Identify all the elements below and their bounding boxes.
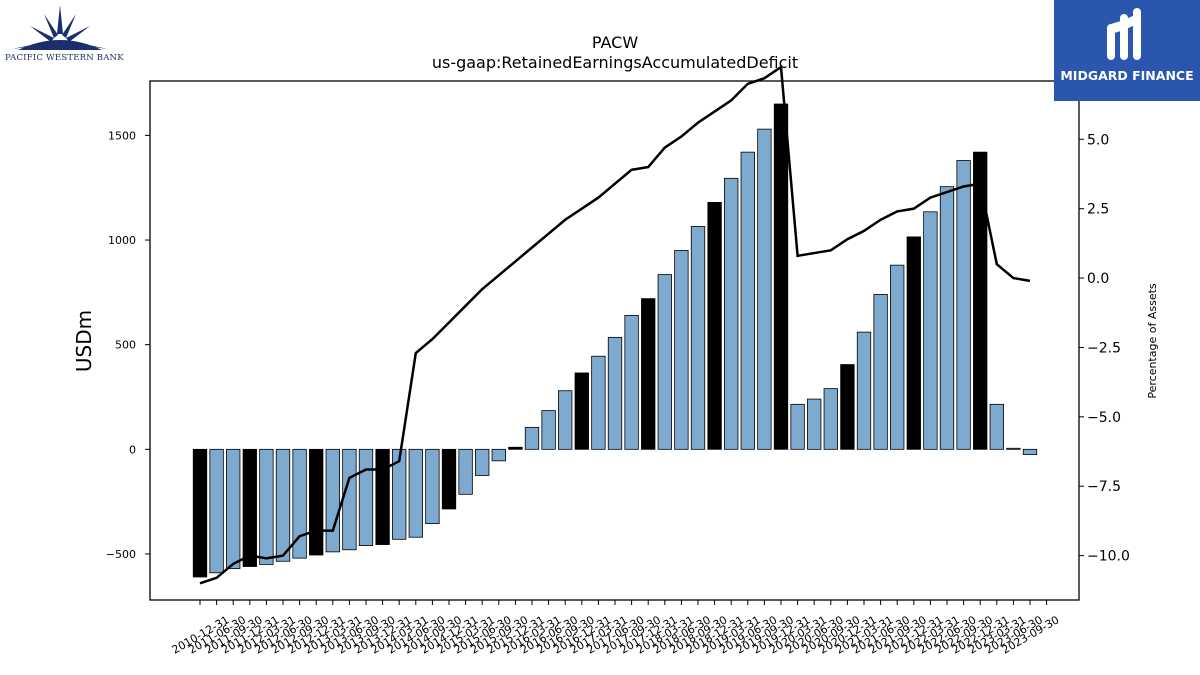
bar bbox=[275, 448, 291, 562]
bar bbox=[773, 103, 789, 450]
y2-tick-label: −10.0 bbox=[1087, 549, 1130, 565]
bar bbox=[226, 448, 241, 570]
bar-group bbox=[192, 103, 1038, 578]
bar bbox=[1006, 447, 1021, 450]
bar bbox=[757, 128, 772, 450]
bar bbox=[674, 250, 689, 450]
brand-name-text: MIDGARD FINANCE bbox=[1060, 68, 1194, 83]
bar bbox=[541, 410, 556, 450]
bar bbox=[973, 151, 988, 450]
bar bbox=[591, 355, 606, 450]
bar bbox=[923, 211, 938, 450]
bar bbox=[524, 426, 540, 450]
bar bbox=[491, 448, 506, 462]
y2-tick-label: 5.0 bbox=[1087, 132, 1109, 148]
bar bbox=[508, 446, 523, 450]
y2-axis: −10.0 −7.5 −5.0 −2.5 0.0 2.5 5.0 bbox=[1079, 132, 1130, 565]
percentage-line-group bbox=[199, 64, 1031, 585]
y-tick-label: 1000 bbox=[108, 234, 136, 247]
bar bbox=[641, 298, 656, 450]
bar bbox=[558, 390, 573, 450]
bar bbox=[807, 398, 822, 450]
bar bbox=[574, 372, 589, 450]
y-tick-label: −500 bbox=[106, 548, 136, 561]
percentage-line bbox=[199, 64, 1031, 585]
pacific-western-bank-logo: PACIFIC WESTERN BANK bbox=[0, 0, 125, 70]
bar bbox=[690, 226, 706, 450]
y-axis: −500 0 500 1000 1500 bbox=[106, 129, 150, 561]
bar bbox=[956, 160, 971, 450]
bar bbox=[242, 448, 257, 567]
y2-tick-label: −7.5 bbox=[1087, 479, 1121, 495]
bar bbox=[392, 448, 407, 540]
bar bbox=[790, 403, 805, 450]
bar bbox=[607, 336, 623, 450]
midgard-emblem-icon bbox=[1107, 8, 1141, 60]
bar bbox=[707, 201, 722, 450]
y2-tick-label: 0.0 bbox=[1087, 271, 1109, 287]
y2-axis-label: Percentage of Assets bbox=[1146, 283, 1159, 399]
bar bbox=[906, 236, 921, 450]
sunburst-icon bbox=[12, 5, 108, 50]
y-tick-label: 0 bbox=[129, 443, 136, 456]
bar bbox=[1022, 448, 1038, 455]
x-axis: 2010-12-312011-06-302011-09-302011-12-31… bbox=[170, 600, 1062, 657]
bar bbox=[209, 448, 224, 574]
bar bbox=[425, 448, 440, 525]
bank-name-text: PACIFIC WESTERN BANK bbox=[5, 53, 124, 63]
y-tick-label: 500 bbox=[115, 339, 136, 352]
bar bbox=[724, 177, 739, 450]
bar bbox=[873, 294, 888, 450]
bar bbox=[325, 448, 340, 553]
y2-tick-label: −5.0 bbox=[1087, 410, 1121, 426]
bar bbox=[292, 448, 307, 559]
chart-subtitle: us-gaap:RetainedEarningsAccumulatedDefic… bbox=[432, 53, 798, 72]
bar bbox=[475, 448, 490, 476]
bar bbox=[441, 448, 457, 510]
y-axis-label: USDm bbox=[72, 310, 96, 372]
bar bbox=[823, 388, 838, 450]
bar bbox=[840, 364, 855, 450]
bar bbox=[939, 186, 955, 450]
bar bbox=[309, 448, 324, 556]
chart-title: PACW bbox=[592, 33, 638, 52]
bar bbox=[375, 448, 390, 545]
bar bbox=[192, 448, 208, 578]
bar bbox=[342, 448, 357, 551]
bar bbox=[657, 274, 672, 450]
bar bbox=[989, 403, 1004, 450]
y2-tick-label: 2.5 bbox=[1087, 202, 1109, 218]
y-tick-label: 1500 bbox=[108, 129, 136, 142]
bar bbox=[358, 448, 374, 546]
y2-tick-label: −2.5 bbox=[1087, 340, 1121, 356]
bar bbox=[408, 448, 423, 538]
bar bbox=[624, 314, 639, 450]
bar bbox=[740, 151, 755, 450]
bar bbox=[259, 448, 274, 565]
bar bbox=[890, 264, 905, 450]
bar bbox=[458, 448, 473, 495]
midgard-finance-logo: MIDGARD FINANCE bbox=[1054, 0, 1200, 101]
bar bbox=[856, 331, 872, 450]
